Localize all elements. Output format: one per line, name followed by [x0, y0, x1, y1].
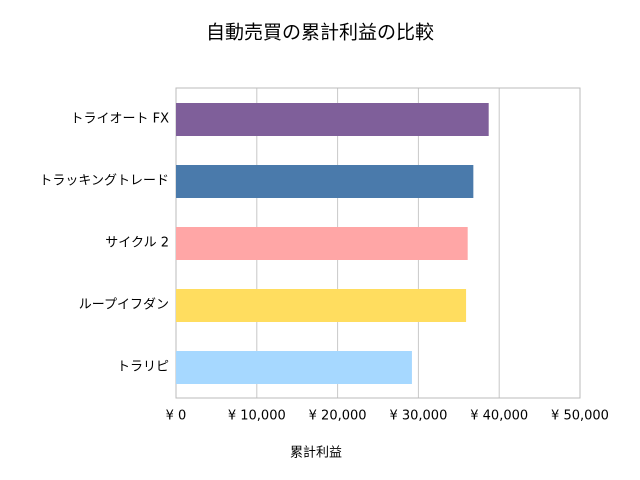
- y-tick-label: トラッキングトレード: [39, 174, 169, 189]
- bar: [176, 289, 467, 322]
- x-axis-label: 累計利益: [290, 445, 342, 461]
- bar: [176, 103, 489, 136]
- y-tick-label: サイクル 2: [105, 236, 169, 251]
- x-tick-label: ¥ 10,000: [228, 409, 286, 424]
- bar: [176, 351, 412, 384]
- x-tick-label: ¥ 0: [166, 409, 187, 424]
- bar: [176, 227, 468, 260]
- x-tick-label: ¥ 50,000: [551, 409, 609, 424]
- bar: [176, 165, 474, 198]
- y-tick-label: トライオート FX: [70, 112, 169, 127]
- chart-title: 自動売買の累計利益の比較: [206, 22, 434, 44]
- x-tick-label: ¥ 30,000: [389, 409, 447, 424]
- y-tick-label: ループイフダン: [79, 298, 169, 313]
- y-tick-label: トラリピ: [117, 360, 169, 375]
- x-tick-label: ¥ 40,000: [470, 409, 528, 424]
- x-tick-label: ¥ 20,000: [309, 409, 367, 424]
